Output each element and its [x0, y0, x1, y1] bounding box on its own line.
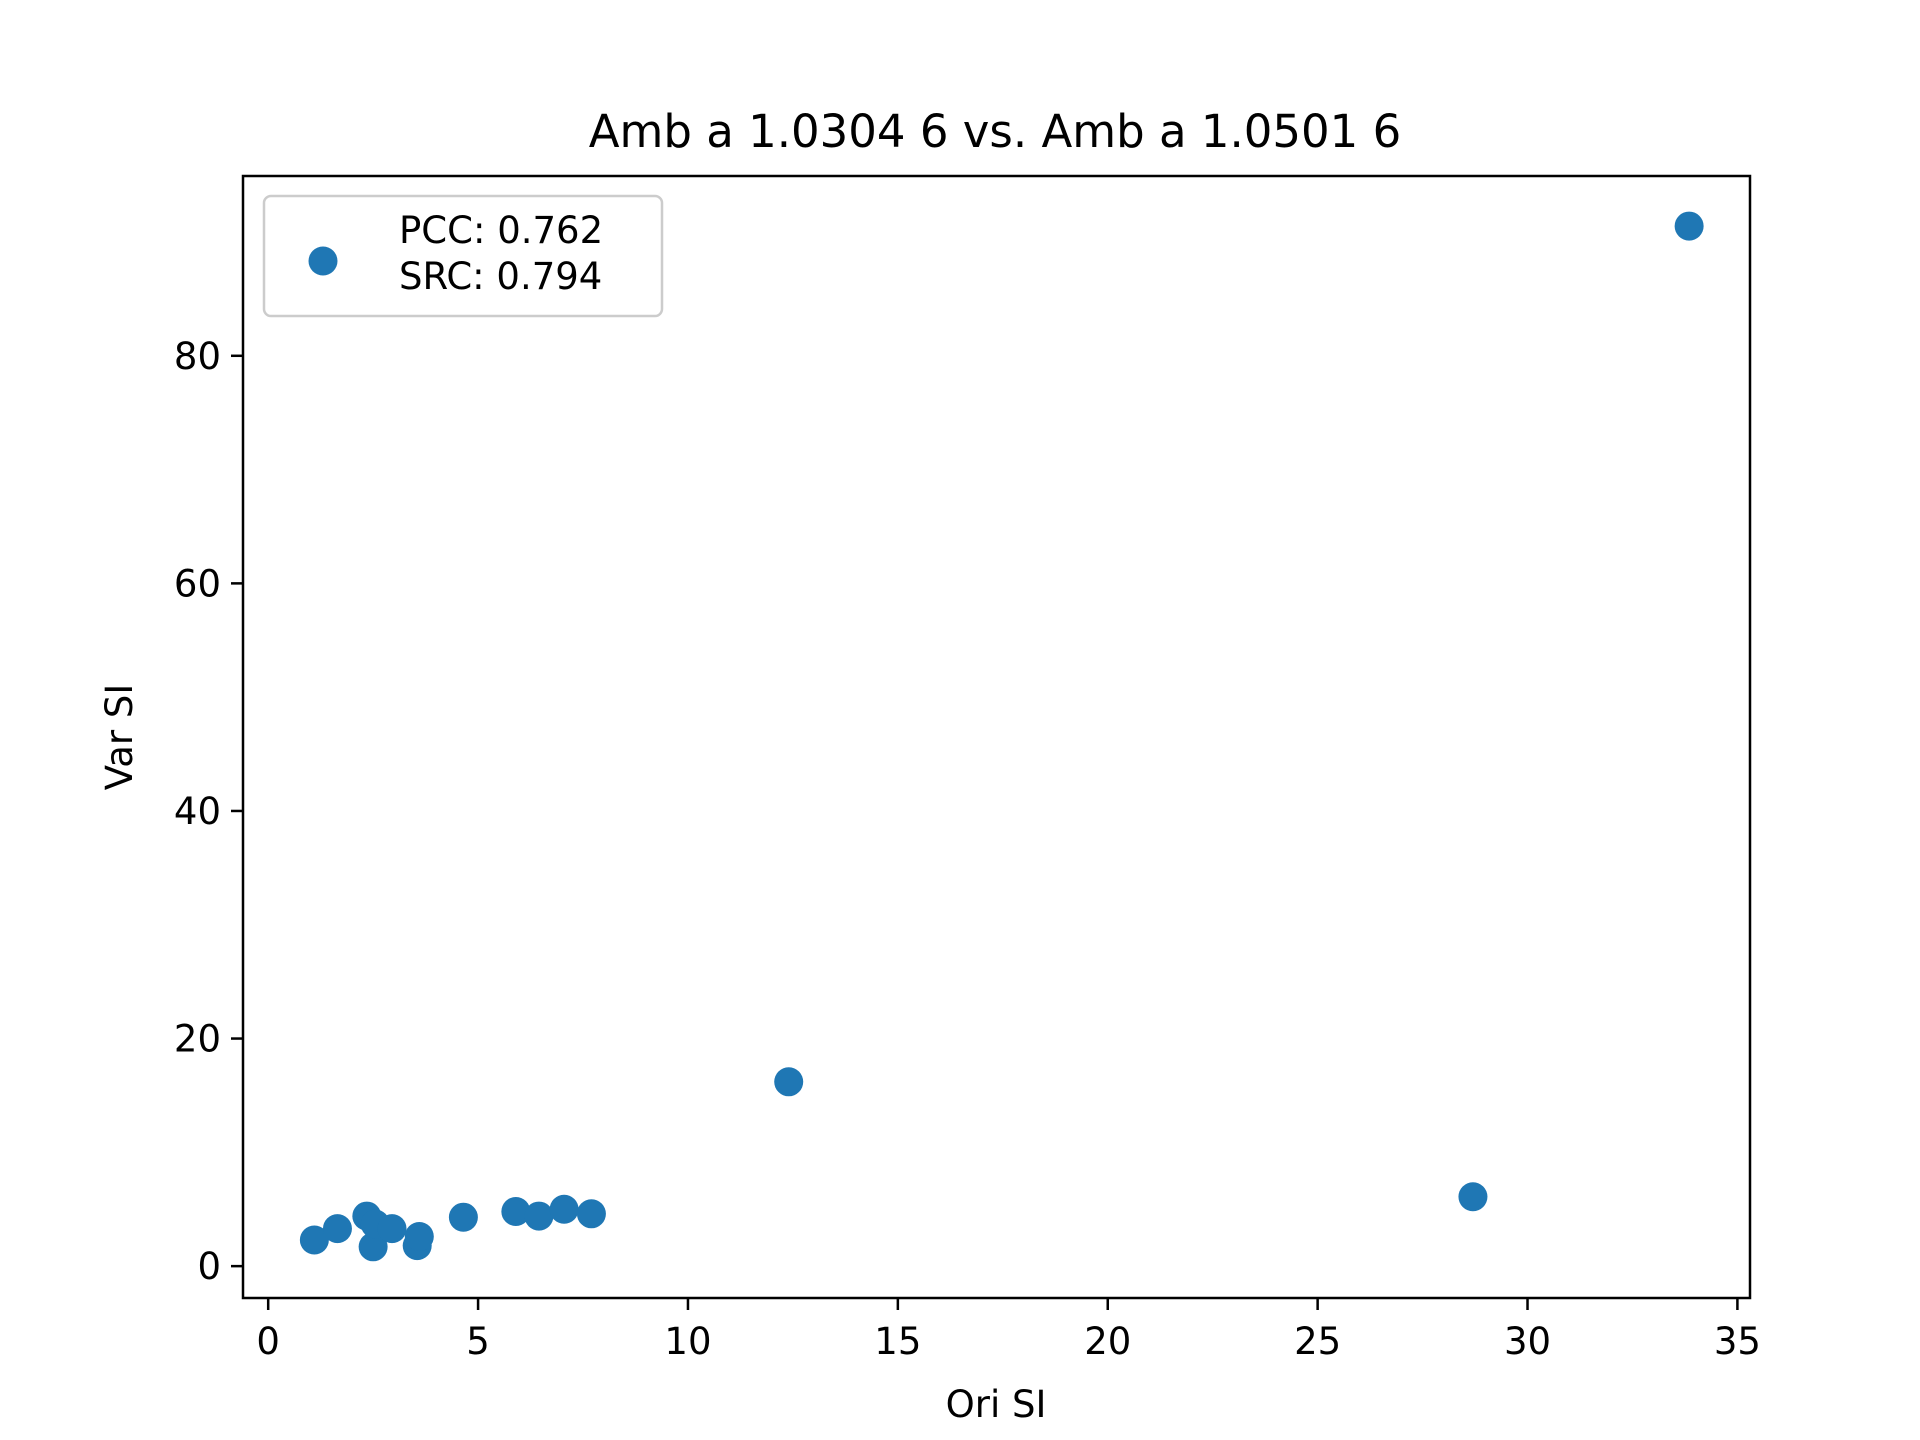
data-point-11 [549, 1194, 579, 1224]
data-point-10 [524, 1201, 554, 1231]
data-points [299, 211, 1704, 1262]
x-axis-label: Ori SI [946, 1383, 1047, 1426]
legend-marker [308, 246, 338, 276]
x-tick-label: 5 [466, 1320, 490, 1363]
chart-title: Amb a 1.0304 6 vs. Amb a 1.0501 6 [589, 105, 1402, 158]
legend: PCC: 0.762 SRC: 0.794 [262, 194, 664, 318]
x-tick-label: 20 [1084, 1320, 1131, 1363]
y-tick-label: 20 [174, 1018, 221, 1061]
x-tick-label: 25 [1294, 1320, 1341, 1363]
data-point-5 [377, 1214, 407, 1244]
data-point-1 [322, 1214, 352, 1244]
y-tick-label: 60 [174, 562, 221, 605]
legend-line-src: SRC: 0.794 [399, 255, 602, 298]
legend-box [262, 194, 664, 318]
x-tick-label: 30 [1504, 1320, 1551, 1363]
data-point-13 [774, 1067, 804, 1097]
y-axis-ticks: 0 20 40 60 80 [174, 335, 243, 1288]
data-point-15 [1674, 211, 1704, 241]
x-tick-label: 10 [664, 1320, 711, 1363]
y-tick-label: 80 [174, 335, 221, 378]
x-tick-label: 35 [1714, 1320, 1761, 1363]
x-tick-label: 15 [874, 1320, 921, 1363]
data-point-0 [299, 1225, 329, 1255]
data-point-12 [576, 1199, 606, 1229]
y-tick-label: 0 [197, 1245, 221, 1288]
legend-line-pcc: PCC: 0.762 [399, 209, 603, 252]
x-axis-ticks: 0 5 10 15 20 25 30 35 [256, 1298, 1761, 1363]
data-point-14 [1458, 1182, 1488, 1212]
x-tick-label: 0 [256, 1320, 280, 1363]
data-point-9 [501, 1197, 531, 1227]
data-point-3 [358, 1232, 388, 1262]
data-point-7 [404, 1222, 434, 1252]
data-point-8 [448, 1202, 478, 1232]
y-axis-label: Var SI [98, 684, 141, 790]
y-tick-label: 40 [174, 790, 221, 833]
plot-area-frame [241, 174, 1752, 1300]
